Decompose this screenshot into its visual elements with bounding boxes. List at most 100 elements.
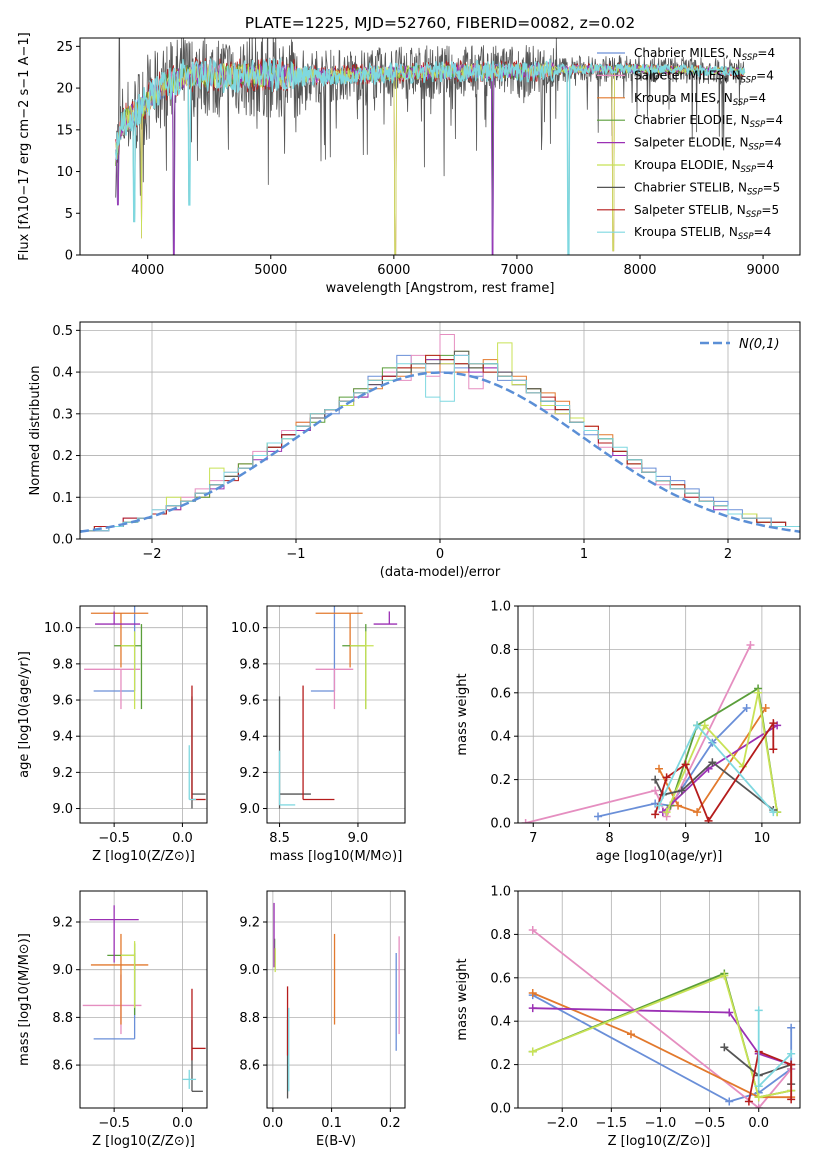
weight-line-salpeter-miles	[532, 929, 792, 1108]
legend-nssp-value: 4	[775, 113, 783, 127]
legend-label: Kroupa ELODIE, NSSP=4	[634, 158, 774, 175]
plot-area	[84, 606, 206, 809]
weight-marker	[594, 812, 603, 821]
y-tick-label: 9.4	[239, 730, 260, 745]
y-tick-label: 9.0	[239, 963, 260, 978]
x-tick-label: 6000	[377, 263, 410, 278]
y-tick-label: 9.4	[52, 730, 73, 745]
x-axis-label: (data-model)/error	[380, 565, 501, 580]
weight-marker	[700, 721, 709, 730]
legend-model: Chabrier ELODIE	[634, 113, 733, 127]
y-tick-label: 9.8	[52, 657, 73, 672]
panel-mass-weight-vs-age: 7 8 9 10 0.0 0.2 0.4 0.6 0.8 1.0 age [log10(age/yr…	[455, 600, 801, 864]
panel-mass-vs-EBV: 0.0 0.1 0.2 8.6 8.8 9.0 9.2 E(B-V)	[239, 890, 406, 1149]
y-tick-label: 10.0	[44, 621, 73, 636]
weight-marker	[725, 1097, 734, 1106]
x-tick-label: 7	[529, 831, 537, 846]
y-tick-label: 0	[65, 249, 73, 264]
weight-marker	[787, 1049, 796, 1058]
y-axis-label: age [log10(age/yr)]	[17, 651, 32, 778]
x-axis-label: Z [log10(Z/Z⊙)]	[92, 1134, 195, 1149]
legend-model: Salpeter ELODIE	[634, 136, 732, 150]
legend-nssp-value: 4	[758, 91, 766, 105]
y-tick-label: 8.6	[239, 1059, 260, 1074]
plot-area	[273, 902, 400, 1099]
y-tick-label: 1.0	[490, 600, 511, 615]
x-tick-label: 9.0	[348, 831, 369, 846]
legend-nssp-eq: =	[764, 136, 774, 150]
weight-line-kroupa-miles	[532, 992, 792, 1099]
x-tick-label: −1.0	[645, 1116, 677, 1131]
legend-nssp-value: 5	[773, 180, 781, 194]
panel-age-vs-Z: −0.5 0.0 9.0 9.2 9.4 9.6 9.8 10.0 Z [log10(Z/Z⊙)…	[17, 605, 208, 864]
plot-area	[278, 606, 398, 809]
legend-nssp-value: 4	[766, 158, 774, 172]
plot-area	[115, 38, 746, 255]
histogram-kroupa-stelib	[80, 354, 800, 539]
x-tick-label: −2.0	[546, 1116, 578, 1131]
legend-model: Chabrier MILES	[634, 46, 725, 60]
weight-marker	[528, 926, 537, 935]
legend-nssp-symbol: N	[737, 203, 746, 217]
x-tick-label: 8000	[623, 263, 656, 278]
y-tick-label: 15	[56, 123, 73, 138]
weight-line-salpeter-stelib	[748, 1050, 793, 1102]
y-tick-label: 25	[56, 40, 73, 55]
legend-nssp-sub: SSP	[747, 187, 763, 197]
y-tick-label: 0.8	[490, 928, 511, 943]
y-tick-label: 9.0	[52, 963, 73, 978]
weight-marker	[742, 703, 751, 712]
panel-mass-vs-Z: −0.5 0.0 8.6 8.8 9.0 9.2 Z [log10(Z/Z⊙)] mass […	[17, 890, 208, 1149]
weight-marker	[704, 816, 713, 823]
legend-nssp-eq: =	[756, 158, 766, 172]
y-tick-label: 0.6	[490, 686, 511, 701]
weight-marker	[528, 1004, 537, 1013]
legend-label: Salpeter MILES, NSSP=4	[634, 68, 774, 85]
x-tick-label: −0.5	[98, 1116, 130, 1131]
weight-marker	[677, 786, 686, 795]
legend-nssp-sub: SSP	[738, 232, 754, 242]
axes-frame	[517, 890, 801, 1109]
legend-nssp-sub: SSP	[742, 53, 758, 63]
y-tick-label: 5	[65, 207, 73, 222]
weight-marker	[674, 801, 683, 810]
x-tick-label: 0.2	[380, 1116, 401, 1131]
legend-model: Salpeter STELIB	[634, 203, 729, 217]
weight-marker	[651, 810, 660, 819]
weight-marker	[787, 1060, 796, 1069]
y-tick-label: 8.8	[239, 1011, 260, 1026]
y-tick-label: 9.2	[52, 766, 73, 781]
plot-area	[528, 926, 796, 1108]
y-tick-label: 9.0	[52, 802, 73, 817]
weight-line-salpeter-miles	[525, 644, 752, 823]
x-tick-label: 9000	[747, 263, 780, 278]
x-tick-label: 8	[605, 831, 613, 846]
weight-marker	[746, 641, 755, 650]
x-axis-label: E(B-V)	[316, 1134, 356, 1149]
legend-nssp-sub: SSP	[741, 165, 757, 175]
y-tick-label: 20	[56, 82, 73, 97]
x-tick-label: 9	[682, 831, 690, 846]
x-tick-label: −1	[286, 547, 305, 562]
legend-nssp-sub: SSP	[748, 143, 764, 153]
x-axis-label: Z [log10(Z/Z⊙)]	[92, 849, 195, 864]
weight-marker	[761, 703, 770, 712]
weight-marker	[769, 745, 778, 754]
axes-frame	[79, 890, 208, 1109]
panel-residuals: −2 −1 0 1 2 0.0 0.1 0.2 0.3 0.4 0.5 (data-model)/er…	[28, 321, 801, 580]
x-axis-label: wavelength [Angstrom, rest frame]	[326, 281, 555, 296]
y-tick-label: 10.0	[231, 621, 260, 636]
y-tick-label: 8.8	[52, 1011, 73, 1026]
legend-nssp-sub: SSP	[746, 210, 762, 220]
legend-model: Chabrier STELIB	[634, 180, 730, 194]
legend-label: Chabrier MILES, NSSP=4	[634, 46, 775, 63]
legend-nssp-value: 4	[774, 136, 782, 150]
y-axis-label: Flux [fλ10−17 erg cm−2 s−1 A−1]	[17, 32, 32, 260]
y-tick-label: 9.6	[52, 694, 73, 709]
legend-nssp-value: 4	[767, 46, 775, 60]
legend-nssp-symbol: N	[729, 225, 738, 239]
legend-label: Kroupa STELIB, NSSP=4	[634, 225, 771, 242]
y-tick-label: 0.2	[490, 1058, 511, 1073]
x-tick-label: −2	[142, 547, 161, 562]
